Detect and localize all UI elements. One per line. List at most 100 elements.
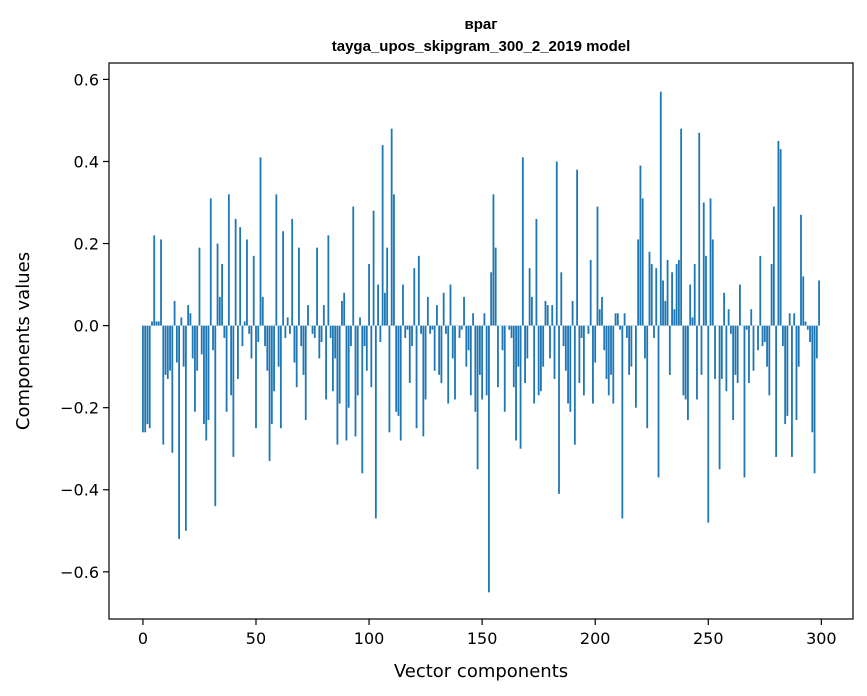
bar-7 (157, 321, 160, 326)
bar-260 (729, 325, 732, 334)
bar-232 (666, 259, 669, 326)
bar-215 (628, 325, 631, 375)
bar-14 (173, 300, 176, 326)
bar-116 (404, 325, 407, 338)
bar-59 (275, 194, 278, 326)
bar-95 (356, 325, 359, 396)
bar-117 (406, 325, 409, 330)
bar-206 (607, 325, 610, 396)
bar-124 (422, 325, 425, 437)
bar-28 (205, 325, 208, 441)
bar-37 (225, 325, 228, 412)
bar-70 (300, 325, 303, 347)
bar-164 (512, 325, 515, 388)
bar-31 (212, 325, 214, 351)
chart-subtitle: tayga_upos_skipgram_300_2_2019 model (332, 38, 631, 55)
bar-73 (307, 305, 309, 326)
y-tick-label: 0.6 (74, 70, 99, 89)
bar-45 (243, 321, 246, 326)
bar-101 (370, 325, 373, 388)
bar-6 (155, 321, 158, 326)
bar-54 (264, 325, 266, 347)
bar-41 (234, 218, 237, 326)
bar-247 (700, 325, 703, 375)
bar-291 (800, 214, 802, 326)
bar-22 (191, 325, 194, 359)
bar-212 (621, 325, 624, 519)
bar-241 (687, 325, 689, 420)
bar-13 (171, 325, 174, 453)
bar-233 (668, 325, 671, 375)
bar-125 (424, 325, 427, 400)
bar-144 (467, 325, 470, 351)
bar-115 (402, 284, 404, 326)
bar-277 (768, 325, 771, 396)
bar-97 (361, 325, 364, 474)
bar-48 (250, 325, 253, 359)
bar-172 (530, 296, 533, 326)
bar-20 (187, 305, 190, 326)
bar-195 (582, 325, 585, 396)
bar-190 (571, 300, 574, 326)
bar-290 (797, 325, 800, 367)
x-tick-label: 300 (806, 629, 837, 648)
bar-268 (748, 325, 750, 384)
bar-252 (711, 239, 714, 326)
bar-219 (637, 239, 640, 326)
bar-289 (795, 325, 798, 420)
bar-226 (653, 325, 655, 338)
bar-106 (381, 145, 384, 326)
bar-279 (772, 206, 775, 326)
bar-192 (576, 169, 579, 326)
bar-250 (707, 325, 710, 523)
bar-227 (655, 268, 658, 326)
bar-266 (743, 325, 746, 478)
bar-162 (508, 325, 511, 330)
bar-32 (214, 325, 217, 507)
bar-30 (209, 198, 212, 326)
bar-262 (734, 325, 737, 375)
bar-185 (560, 272, 563, 326)
bar-282 (779, 149, 782, 326)
bar-221 (641, 198, 644, 326)
bar-141 (460, 325, 463, 330)
bar-198 (589, 259, 592, 326)
bar-152 (485, 325, 488, 396)
bar-180 (549, 325, 551, 359)
bar-193 (578, 325, 581, 384)
bar-165 (515, 325, 517, 441)
bar-269 (750, 309, 753, 326)
bar-187 (564, 325, 567, 371)
bar-239 (682, 325, 685, 396)
bar-240 (684, 325, 687, 400)
bar-253 (714, 325, 716, 379)
bar-50 (255, 325, 257, 429)
bar-293 (804, 321, 807, 326)
bar-150 (481, 325, 484, 400)
bar-122 (417, 255, 420, 326)
bar-167 (519, 325, 522, 449)
bar-197 (587, 325, 590, 334)
y-tick-label: −0.4 (60, 481, 99, 500)
bar-136 (449, 284, 452, 326)
bar-228 (657, 325, 660, 478)
bar-145 (469, 325, 472, 396)
bar-68 (295, 325, 298, 388)
bar-47 (248, 325, 251, 334)
bar-128 (431, 325, 434, 330)
bar-274 (761, 325, 764, 347)
bar-230 (662, 280, 664, 326)
bar-109 (388, 325, 391, 433)
bar-63 (284, 325, 287, 338)
bar-270 (752, 325, 755, 371)
bar-43 (239, 227, 242, 326)
bar-278 (770, 264, 773, 326)
bar-203 (601, 296, 603, 326)
bar-35 (221, 264, 223, 326)
bar-237 (677, 259, 680, 326)
bar-98 (363, 325, 366, 347)
bar-285 (786, 325, 789, 416)
bar-169 (524, 325, 526, 384)
y-tick-label: −0.6 (60, 563, 99, 582)
bar-151 (483, 313, 486, 326)
